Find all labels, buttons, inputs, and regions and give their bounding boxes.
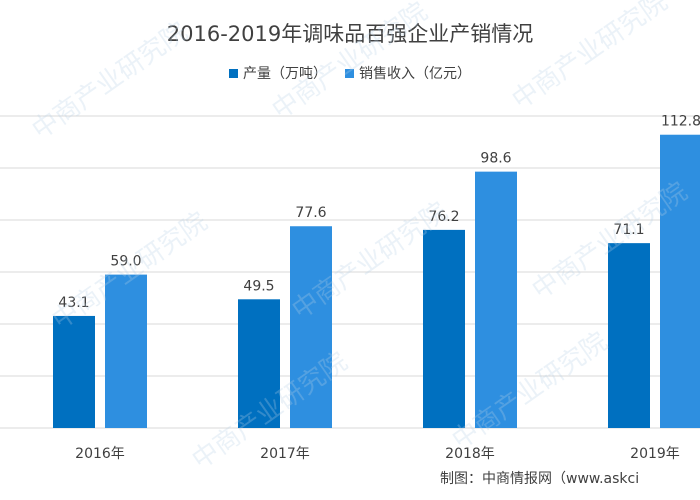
x-tick-label: 2016年 [75, 446, 125, 462]
bar-production [238, 299, 280, 428]
data-label: 43.1 [58, 295, 89, 311]
legend-swatch-production [229, 68, 238, 78]
data-label: 77.6 [295, 205, 326, 221]
source-credit: 制图：中商情报网（www.askci [440, 471, 640, 487]
legend-label-production: 产量（万吨） [243, 66, 327, 82]
data-label: 49.5 [243, 278, 274, 294]
x-tick-label: 2017年 [260, 446, 310, 462]
watermark-text: 中商产业研究院 [27, 17, 193, 146]
legend-label-sales: 销售收入（亿元） [359, 66, 471, 82]
data-label: 76.2 [428, 209, 459, 225]
bar-production [53, 315, 95, 428]
chart-title: 2016-2019年调味品百强企业产销情况 [166, 22, 534, 46]
x-tick-label: 2018年 [445, 446, 495, 462]
watermark-text: 中商产业研究院 [507, 0, 673, 116]
bar-production [423, 229, 465, 428]
watermark-text: 中商产业研究院 [447, 327, 613, 456]
legend: 产量（万吨） 销售收入（亿元） [0, 63, 700, 83]
bar-sales [475, 171, 517, 428]
data-label: 98.6 [480, 151, 511, 167]
legend-swatch-sales [345, 68, 354, 78]
watermark-text: 中商产业研究院 [267, 0, 433, 126]
bar-sales [105, 274, 147, 428]
x-tick-label: 2019年 [630, 446, 680, 462]
data-label: 59.0 [110, 254, 141, 270]
legend-item-production: 产量（万吨） [229, 63, 327, 83]
data-label: 112.8 [661, 114, 700, 130]
legend-item-sales: 销售收入（亿元） [345, 63, 471, 83]
bar-sales [290, 226, 332, 428]
bar-sales [660, 134, 700, 428]
data-label: 71.1 [613, 222, 644, 238]
bar-production [608, 243, 650, 428]
